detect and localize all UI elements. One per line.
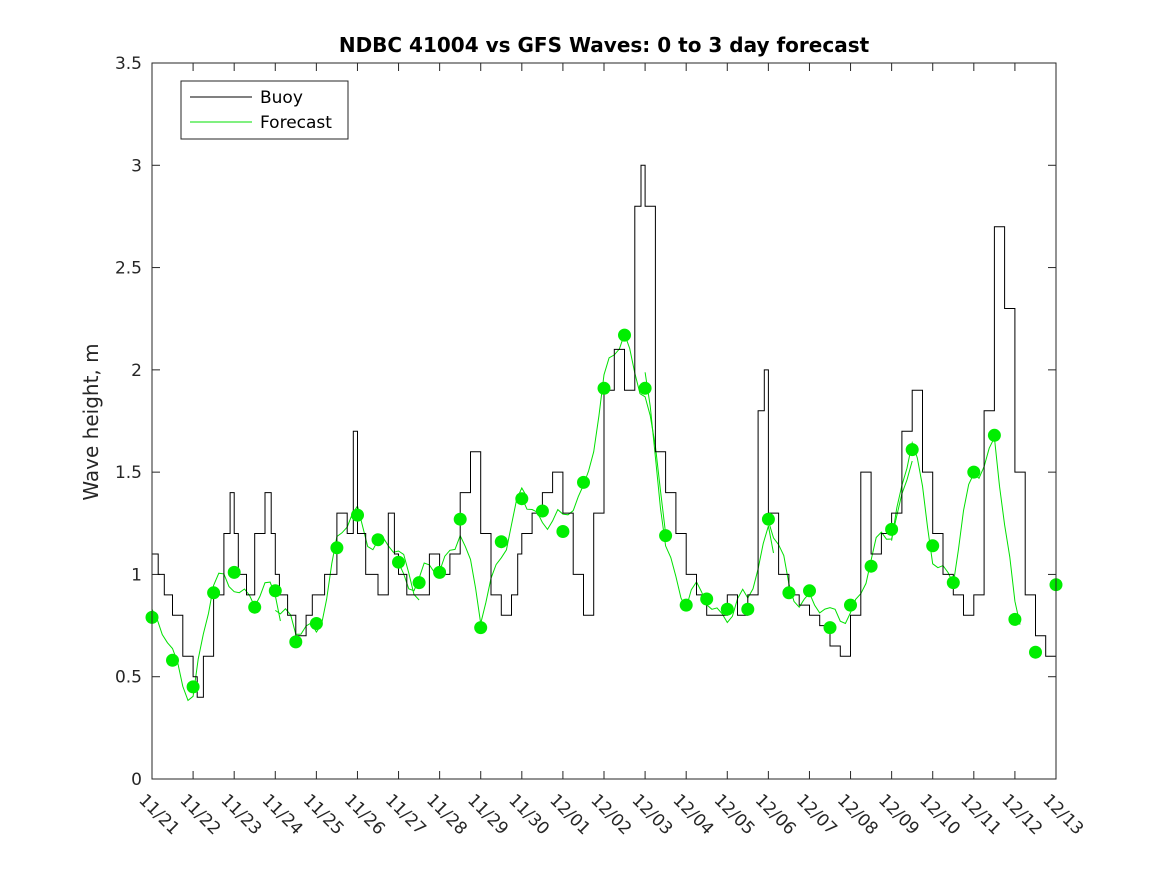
- forecast-marker: [351, 508, 364, 522]
- forecast-marker: [700, 592, 714, 606]
- forecast-marker: [720, 602, 734, 616]
- forecast-marker: [823, 621, 837, 635]
- legend-forecast-label: Forecast: [260, 113, 332, 133]
- forecast-marker: [433, 565, 447, 579]
- forecast-marker: [474, 621, 488, 635]
- y-tick-label: 3.5: [115, 54, 142, 74]
- legend-box: [180, 80, 349, 140]
- forecast-marker: [761, 512, 775, 526]
- legend-buoy-label: Buoy: [260, 88, 303, 108]
- forecast-marker: [782, 586, 796, 600]
- forecast-marker: [268, 584, 282, 598]
- forecast-marker: [494, 535, 508, 549]
- y-tick-label: 2: [131, 361, 142, 381]
- chart-title: NDBC 41004 vs GFS Waves: 0 to 3 day fore…: [339, 33, 870, 57]
- forecast-marker: [330, 541, 344, 555]
- forecast-marker: [412, 576, 426, 590]
- forecast-marker: [392, 555, 405, 569]
- forecast-run-line: [151, 572, 281, 702]
- forecast-marker: [515, 492, 529, 506]
- plot-frame: [151, 62, 1057, 780]
- forecast-marker: [618, 328, 631, 342]
- forecast-marker: [844, 598, 857, 612]
- forecast-marker: [659, 529, 673, 543]
- forecast-marker: [885, 522, 899, 536]
- forecast-marker: [248, 600, 262, 614]
- forecast-marker: [967, 465, 981, 479]
- forecast-marker: [207, 586, 221, 600]
- y-tick-label: 0.5: [115, 668, 142, 688]
- y-tick-label: 2.5: [115, 259, 142, 279]
- forecast-marker: [186, 680, 200, 694]
- forecast-marker: [577, 475, 590, 489]
- legend: Buoy Forecast: [180, 80, 349, 140]
- forecast-marker: [1008, 612, 1022, 626]
- forecast-run-line: [398, 486, 528, 624]
- forecast-marker: [556, 525, 570, 538]
- forecast-marker: [905, 443, 919, 457]
- forecast-marker: [803, 584, 816, 598]
- y-tick-labels: 0 0.5 1 1.5 2 2.5 3 3.5: [115, 54, 142, 790]
- y-tick-label: 1.5: [115, 463, 142, 483]
- forecast-marker: [638, 381, 652, 395]
- forecast-marker: [289, 635, 303, 649]
- forecast-marker: [371, 533, 385, 547]
- forecast-marker: [946, 576, 960, 590]
- forecast-marker: [227, 565, 241, 579]
- forecast-marker: [309, 617, 323, 630]
- forecast-marker: [864, 559, 878, 573]
- y-tick-label: 3: [131, 156, 142, 176]
- forecast-marker: [926, 539, 940, 553]
- y-tick-label: 0: [131, 770, 142, 790]
- forecast-run-line: [644, 372, 774, 624]
- y-axis-label: Wave height, m: [79, 343, 103, 500]
- axis-ticks: [151, 62, 1057, 780]
- forecast-marker: [679, 598, 693, 612]
- forecast-run-line: [521, 332, 667, 534]
- y-tick-label: 1: [131, 565, 142, 585]
- forecast-marker: [535, 504, 549, 518]
- forecast-marker: [987, 428, 1001, 442]
- forecast-marker: [453, 512, 467, 526]
- forecast-marker: [166, 653, 179, 667]
- forecast-marker: [741, 602, 755, 616]
- plot-area: [145, 164, 1063, 702]
- forecast-marker: [1029, 645, 1042, 659]
- forecast-marker: [597, 381, 611, 395]
